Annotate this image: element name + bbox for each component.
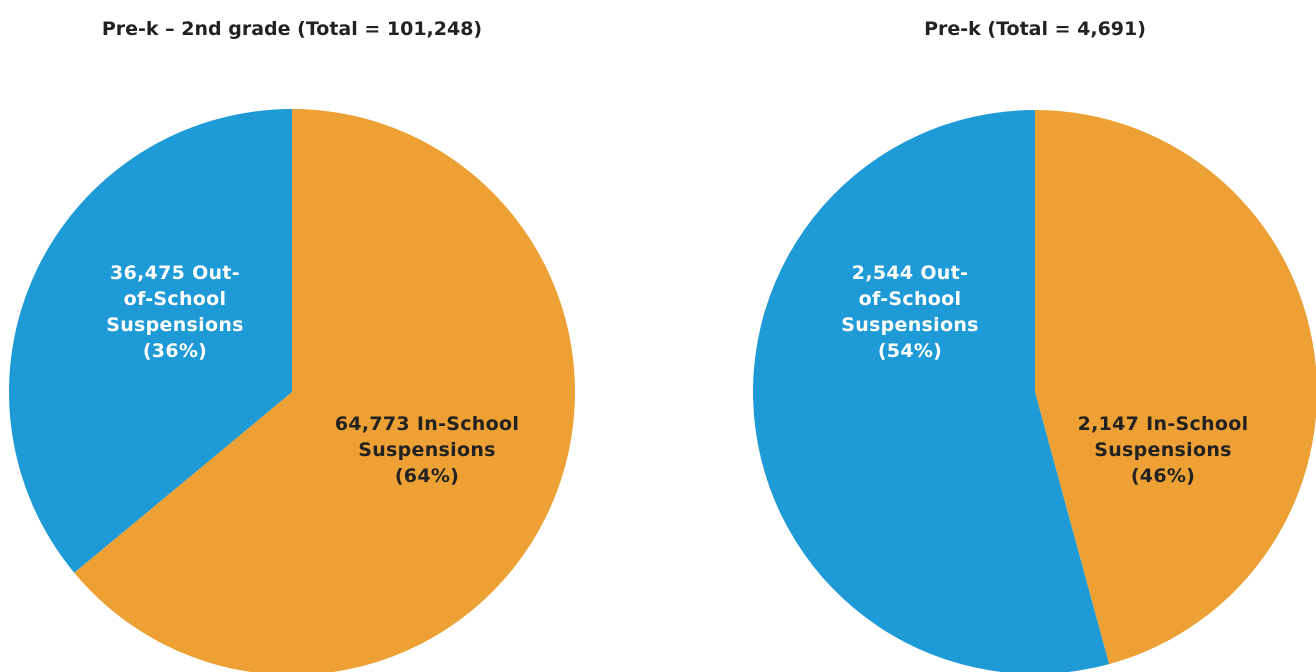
category-label: In-School Suspensions	[358, 413, 520, 461]
percent-label: (46%)	[1130, 465, 1196, 487]
category-label: Out-of-School Suspensions	[841, 262, 979, 336]
percent-label: (36%)	[142, 340, 208, 362]
slice-label: 36,475 Out-of-School Suspensions (36%)	[105, 260, 245, 364]
pie-slice	[74, 109, 575, 672]
value-label: 64,773	[334, 413, 410, 435]
value-label: 36,475	[110, 262, 186, 284]
chart-title: Pre-k (Total = 4,691)	[924, 18, 1146, 40]
slice-label: 2,147 In-School Suspensions (46%)	[1058, 411, 1268, 489]
percent-label: (54%)	[877, 340, 943, 362]
pie-slice	[9, 109, 292, 573]
category-label: Out-of-School Suspensions	[106, 262, 244, 336]
value-label: 2,147	[1077, 413, 1140, 435]
slice-label: 64,773 In-School Suspensions (64%)	[322, 411, 532, 489]
slice-label: 2,544 Out-of-School Suspensions (54%)	[840, 260, 980, 364]
chart-title: Pre-k – 2nd grade (Total = 101,248)	[101, 18, 483, 40]
category-label: In-School Suspensions	[1094, 413, 1249, 461]
pie-slice	[1035, 110, 1316, 665]
pie-slice	[753, 110, 1110, 672]
percent-label: (64%)	[394, 465, 460, 487]
value-label: 2,544	[851, 262, 914, 284]
